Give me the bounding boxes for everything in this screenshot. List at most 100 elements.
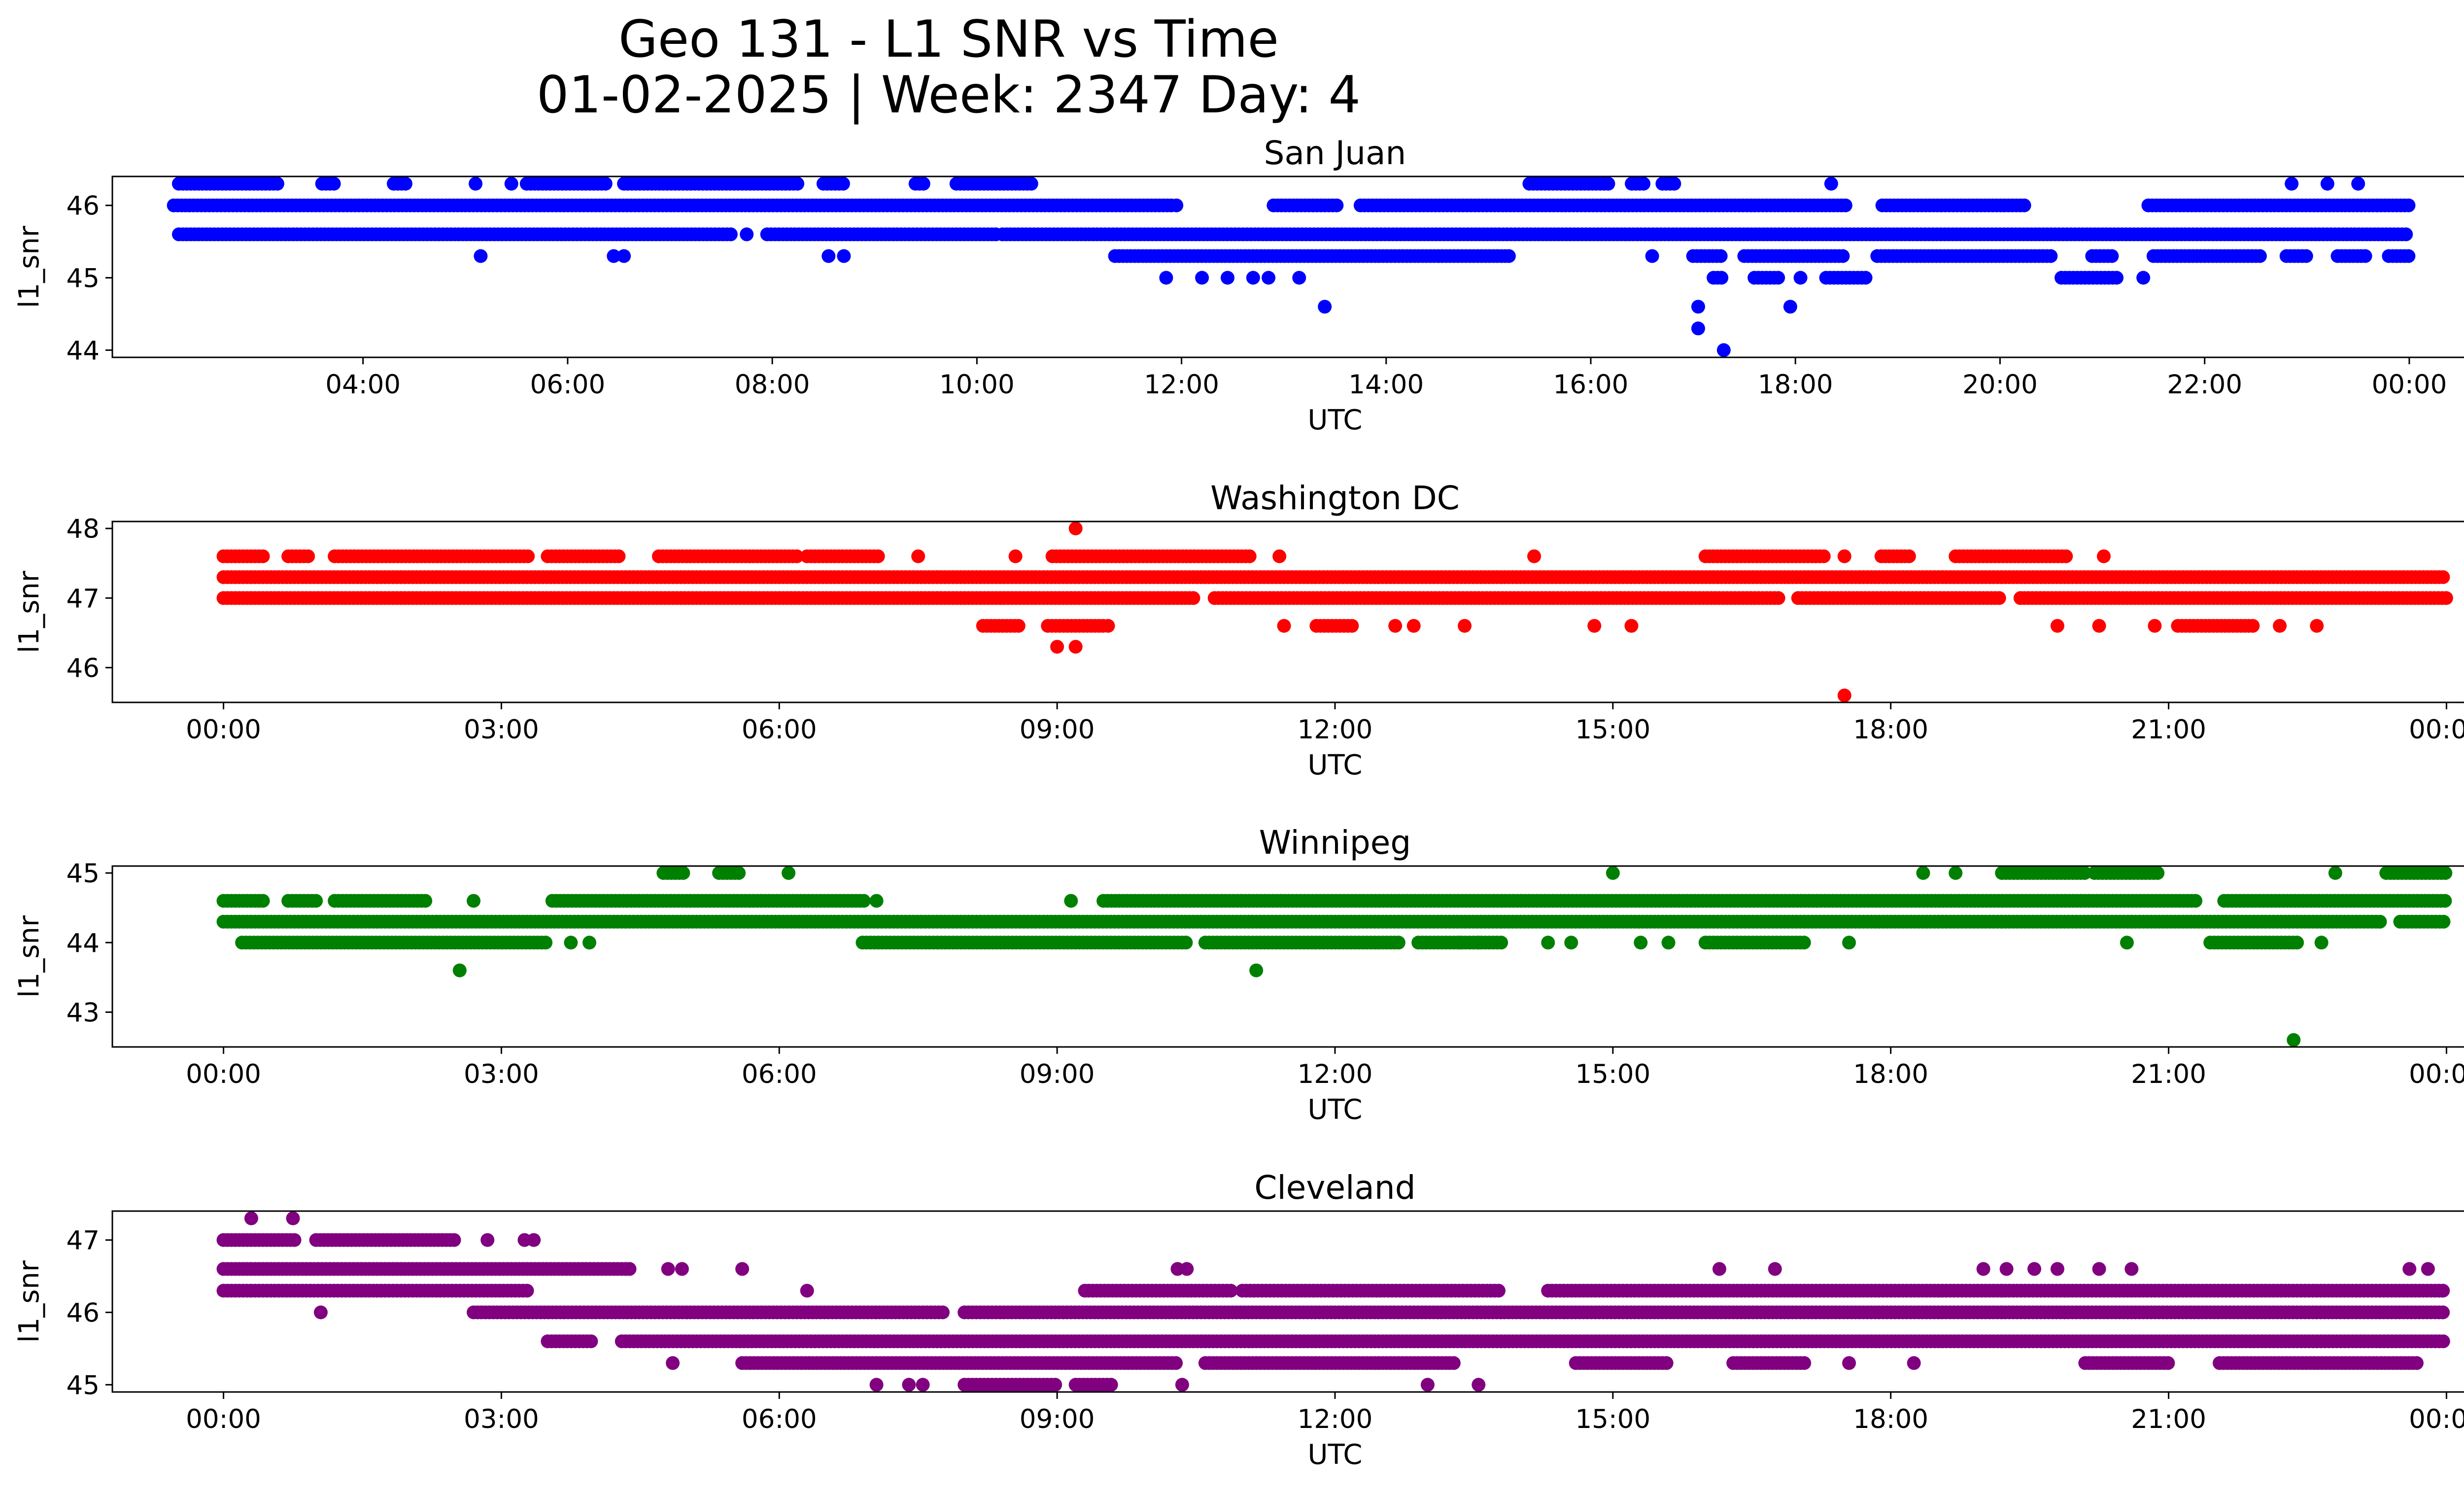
x-tick-label: 18:00 — [1853, 715, 1928, 745]
data-point — [836, 176, 850, 191]
data-point — [1564, 936, 1578, 950]
data-point — [474, 249, 488, 263]
y-tick-label: 44 — [67, 928, 100, 958]
data-point — [2105, 249, 2119, 263]
data-point — [2438, 894, 2452, 908]
data-point — [2110, 271, 2124, 285]
data-point — [2097, 549, 2111, 563]
figure-title-line2: 01-02-2025 | Week: 2347 Day: 4 — [537, 66, 1361, 125]
data-point — [2438, 866, 2453, 880]
data-point — [1179, 936, 1193, 950]
data-point — [1816, 549, 1831, 563]
x-tick-label: 18:00 — [1758, 370, 1833, 400]
data-point — [1527, 549, 1541, 563]
data-point — [617, 249, 631, 263]
data-point — [821, 249, 836, 263]
x-tick-label: 04:00 — [325, 370, 401, 400]
data-point — [723, 227, 738, 242]
data-point — [2148, 619, 2162, 633]
data-point — [1691, 300, 1705, 314]
x-tick-label: 20:00 — [1962, 370, 2038, 400]
data-point — [452, 963, 467, 977]
y-axis-label: l1_snr — [13, 915, 45, 998]
x-tick-label: 18:00 — [1853, 1059, 1928, 1089]
data-point — [676, 866, 690, 880]
data-point — [1221, 271, 1234, 285]
x-tick-label: 09:00 — [1020, 715, 1095, 745]
data-point — [2320, 176, 2334, 191]
data-point — [1601, 176, 1615, 191]
data-point — [1691, 321, 1705, 336]
y-tick-label: 45 — [67, 859, 100, 889]
data-point — [1068, 640, 1083, 654]
data-point — [398, 176, 412, 191]
data-point — [2092, 619, 2106, 633]
x-tick-label: 10:00 — [939, 370, 1015, 400]
subplot-2: 00:00 03:00 06:00 09:00 12:00 15:00 18:00 21:00… — [13, 824, 2464, 1126]
data-point — [782, 866, 796, 880]
x-axis-label: UTC — [1307, 749, 1362, 781]
data-point — [2314, 936, 2328, 950]
data-point — [1242, 549, 1257, 563]
data-point — [1272, 549, 1287, 563]
data-point — [2436, 570, 2450, 584]
data-point — [607, 249, 621, 263]
y-tick-label: 48 — [67, 514, 100, 544]
data-point — [564, 936, 578, 950]
x-tick-label: 06:00 — [742, 715, 817, 745]
y-tick-label: 46 — [67, 191, 100, 221]
y-tick-label: 44 — [67, 336, 100, 366]
data-point — [301, 549, 315, 563]
data-point — [1458, 619, 1472, 633]
data-point — [1050, 640, 1064, 654]
data-point — [287, 1233, 302, 1247]
data-point — [1797, 936, 1811, 950]
data-point — [1661, 936, 1676, 950]
data-point — [790, 176, 805, 191]
x-tick-label: 09:00 — [1020, 1059, 1095, 1089]
data-point — [2310, 619, 2324, 633]
data-point — [1024, 176, 1038, 191]
data-point — [837, 249, 851, 263]
data-point — [1824, 176, 1838, 191]
data-point — [1008, 549, 1023, 563]
data-point — [1858, 271, 1873, 285]
data-point — [504, 176, 518, 191]
data-point — [2151, 866, 2165, 880]
x-tick-label: 03:00 — [464, 1059, 539, 1089]
data-point — [2059, 549, 2073, 563]
data-point — [2285, 176, 2299, 191]
data-point — [2017, 198, 2031, 212]
data-point — [1453, 936, 1467, 950]
axes-frame — [111, 175, 2464, 358]
x-tick-label: 15:00 — [1575, 715, 1650, 745]
data-point — [1064, 894, 1078, 908]
data-point — [1713, 249, 1728, 263]
x-axis-label: UTC — [1307, 1094, 1362, 1126]
data-point — [467, 894, 480, 908]
data-point — [256, 894, 270, 908]
x-tick-label: 00:00 — [186, 715, 261, 745]
x-tick-label: 06:00 — [742, 1059, 817, 1089]
data-point — [2120, 936, 2134, 950]
data-point — [256, 549, 270, 563]
data-point — [270, 176, 284, 191]
subplot-3: 00:00 03:00 06:00 09:00 12:00 15:00 18:00 21:00… — [13, 1169, 2464, 1471]
data-point — [911, 549, 925, 563]
data-point — [1992, 591, 2006, 605]
data-point — [2373, 914, 2387, 929]
axes-frame — [111, 521, 2464, 703]
data-point — [2189, 894, 2203, 908]
subplot-title: Washington DC — [1210, 479, 1460, 517]
data-point — [1502, 249, 1516, 263]
data-point — [1645, 249, 1659, 263]
x-tick-label: 06:00 — [530, 370, 606, 400]
data-point — [740, 227, 754, 242]
data-point — [1637, 176, 1651, 191]
y-tick-label: 43 — [67, 998, 100, 1028]
data-point — [539, 936, 553, 950]
data-point — [2253, 249, 2267, 263]
x-axis-label: UTC — [1307, 404, 1362, 436]
data-point — [469, 176, 482, 191]
y-tick-label: 47 — [67, 584, 100, 614]
